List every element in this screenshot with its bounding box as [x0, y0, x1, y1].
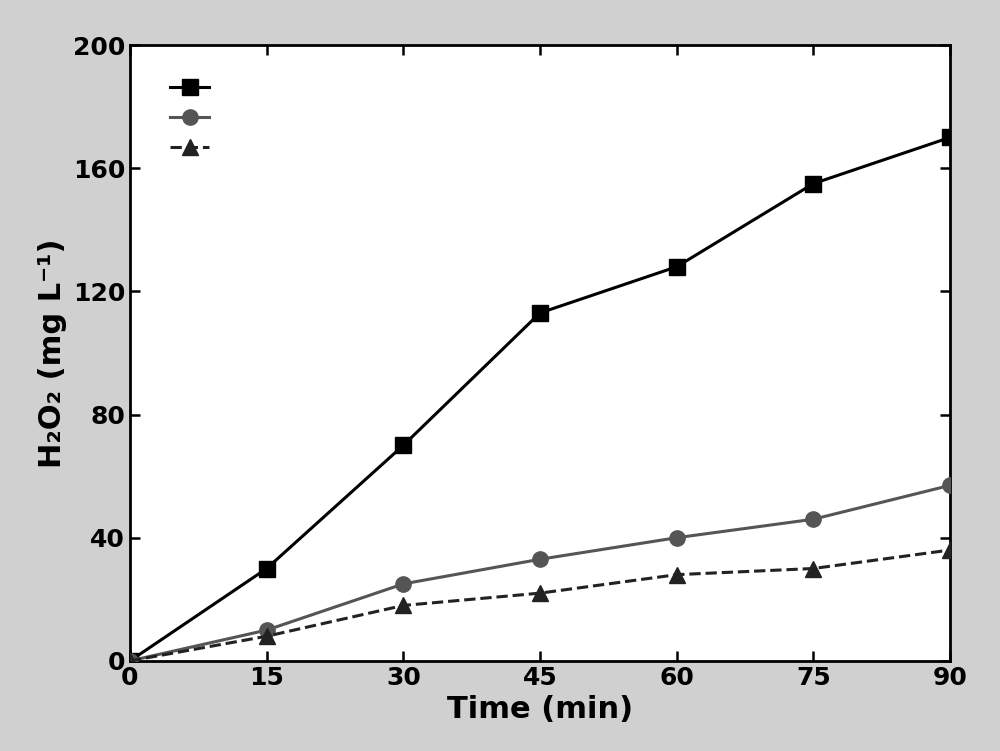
Y-axis label: H₂O₂ (mg L⁻¹): H₂O₂ (mg L⁻¹) — [38, 238, 67, 468]
X-axis label: Time (min): Time (min) — [447, 695, 633, 724]
Legend: , , : , , — [164, 74, 221, 163]
